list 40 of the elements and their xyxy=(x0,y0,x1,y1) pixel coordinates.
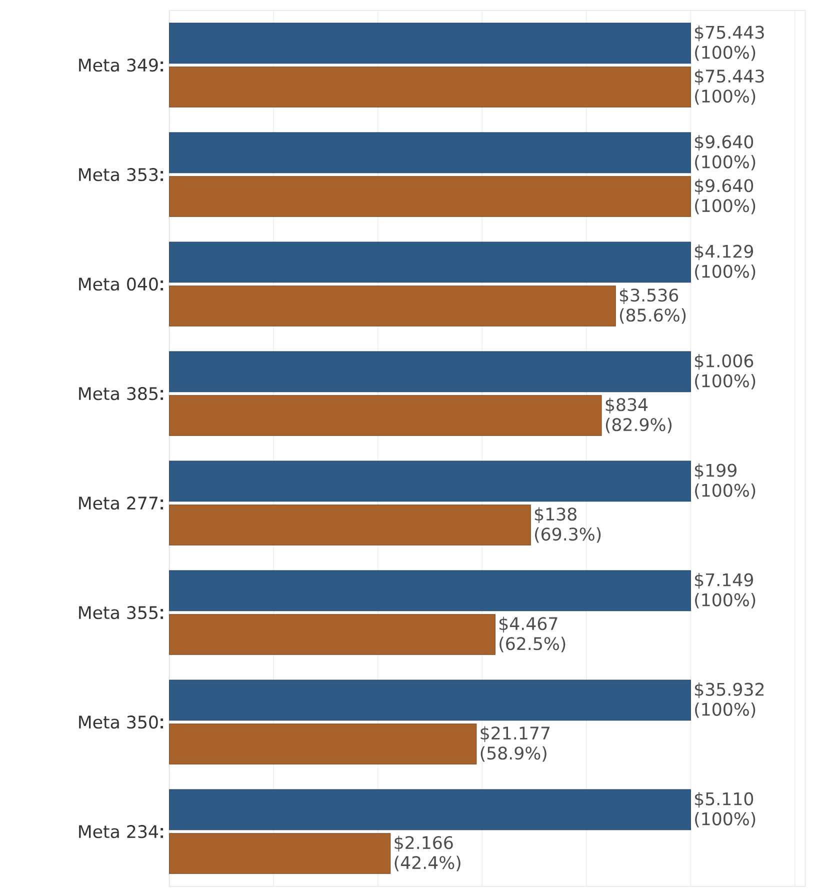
data-label: $138 (69.3%) xyxy=(534,507,601,543)
bar xyxy=(169,286,616,326)
bar xyxy=(169,460,691,502)
data-label: $2.166 (42.4%) xyxy=(394,836,460,872)
y-tick-label: Meta 385 xyxy=(79,387,158,400)
bar xyxy=(169,132,691,174)
bar xyxy=(169,504,531,546)
y-tick-label: Meta 350 xyxy=(79,716,158,729)
data-label: $75.443 (100%) xyxy=(695,69,764,105)
bar xyxy=(169,724,477,764)
bar xyxy=(169,351,691,392)
y-tick-label: Meta 040 xyxy=(79,278,158,291)
data-label: $21.177 (58.9%) xyxy=(480,726,550,762)
bar xyxy=(169,680,691,721)
y-tick-label: Meta 349 xyxy=(79,58,158,72)
bar xyxy=(169,242,691,283)
data-label: $9.640 (100%) xyxy=(695,134,756,170)
data-label: $834 (82.9%) xyxy=(606,398,672,434)
bar xyxy=(169,395,602,436)
bar xyxy=(169,66,691,108)
data-label: $75.443 (100%) xyxy=(695,25,764,61)
data-label: $9.640 (100%) xyxy=(695,178,756,214)
bar xyxy=(169,22,691,64)
data-label: $7.149 (100%) xyxy=(695,572,756,608)
data-label: $4.129 (100%) xyxy=(695,244,756,280)
data-label: $35.932 (100%) xyxy=(695,682,764,718)
y-tick-label: Meta 353 xyxy=(79,168,158,182)
data-label: $1.006 (100%) xyxy=(695,354,756,390)
data-label: $4.467 (62.5%) xyxy=(500,616,566,652)
bar xyxy=(169,176,691,217)
y-tick-label: Meta 355 xyxy=(79,606,158,620)
bar xyxy=(169,833,391,874)
data-label: $199 (100%) xyxy=(695,463,756,499)
y-tick-label: Meta 234 xyxy=(79,825,158,838)
bar xyxy=(169,614,496,655)
data-label: $3.536 (85.6%) xyxy=(620,288,686,324)
bar xyxy=(169,570,691,612)
y-tick-label: Meta 277 xyxy=(79,496,158,510)
data-label: $5.110 (100%) xyxy=(695,792,756,828)
bar xyxy=(169,789,691,830)
